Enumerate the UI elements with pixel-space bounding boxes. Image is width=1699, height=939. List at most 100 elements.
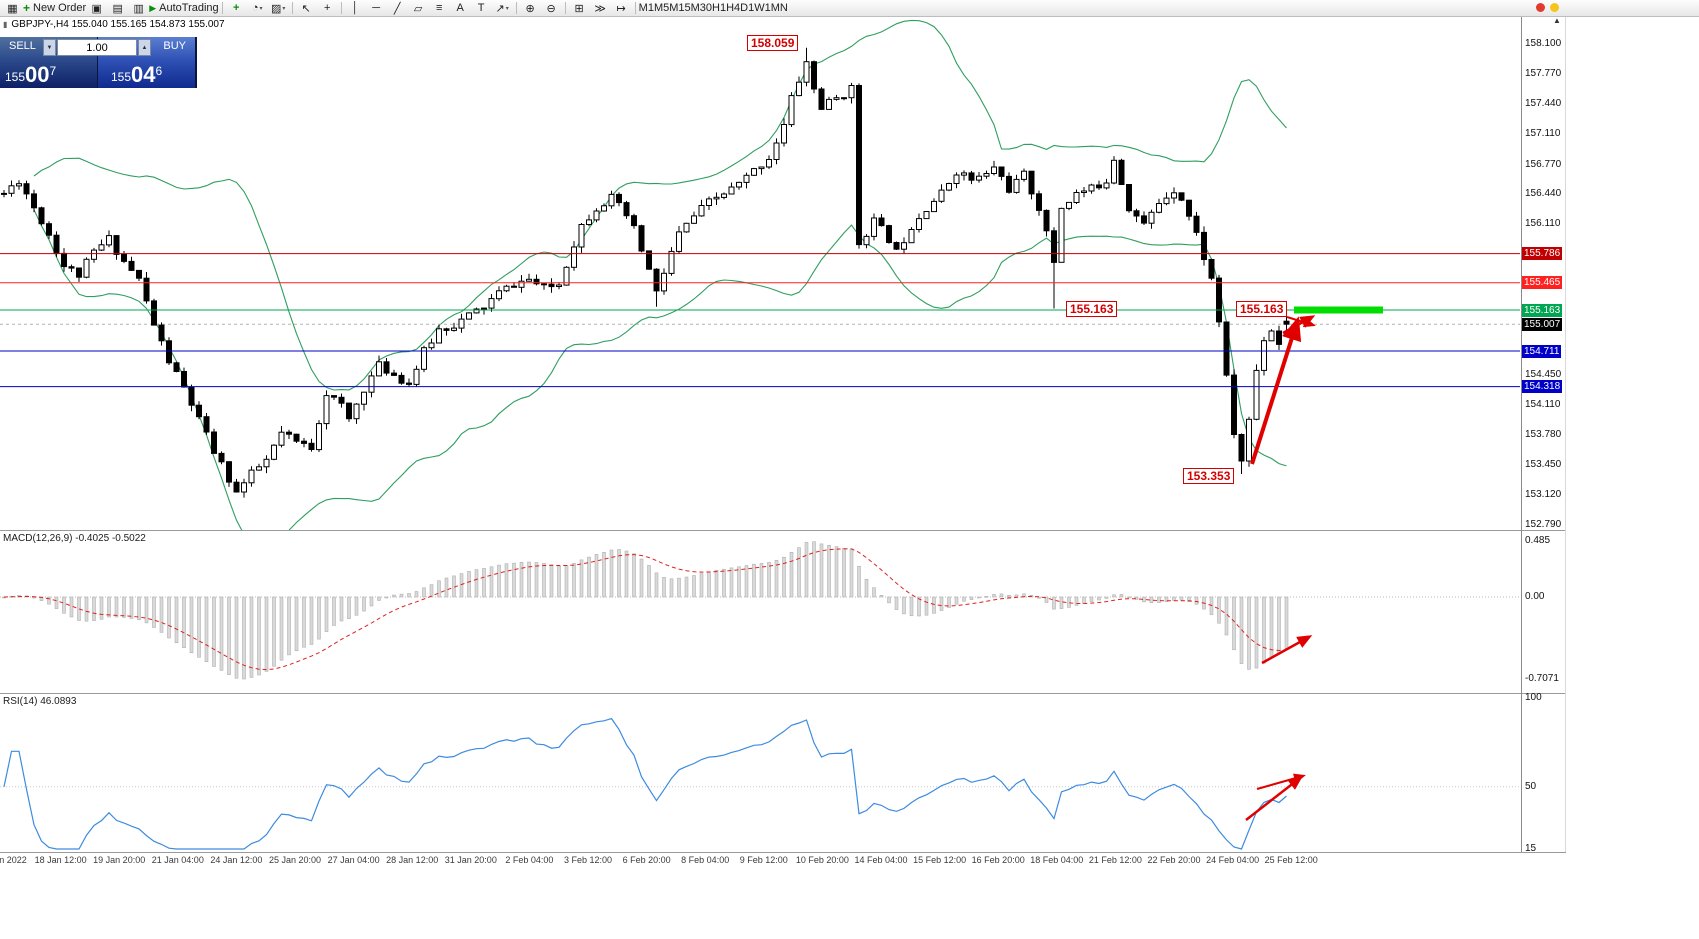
- price-axis-label: 154.110: [1525, 399, 1561, 411]
- buy-price: 155 04 6: [111, 64, 162, 86]
- price-axis-label: 154.450: [1525, 368, 1562, 380]
- text-icon[interactable]: A: [450, 1, 471, 16]
- bollinger-bands: [33, 19, 1287, 530]
- timeframe-m15[interactable]: M15: [669, 2, 691, 14]
- scroll-up-marker[interactable]: ▲: [1553, 16, 1561, 25]
- zoom-out-icon[interactable]: ⊖: [541, 1, 562, 16]
- chart-canvas[interactable]: [0, 0, 1566, 868]
- charts-grid-icon[interactable]: ▣: [86, 1, 107, 16]
- window-edge: [1565, 16, 1566, 852]
- rsi-axis-label: 15: [1525, 843, 1537, 854]
- crosshair-icon[interactable]: +: [317, 1, 338, 16]
- macd-label: MACD(12,26,9) -0.4025 -0.5022: [3, 533, 146, 544]
- timeframe-h1[interactable]: H1: [712, 2, 727, 14]
- new-order-button[interactable]: + New Order: [23, 1, 86, 16]
- fibonacci-icon[interactable]: ≡: [429, 1, 450, 16]
- timeframe-d1[interactable]: D1: [740, 2, 755, 14]
- price-axis-label: 156.440: [1525, 188, 1562, 200]
- chart-timeaxis-separator: [0, 852, 1566, 853]
- tile-windows-icon-glyph: ⊞: [574, 2, 584, 15]
- sell-price-main: 155: [5, 70, 26, 84]
- zoom-out-icon-glyph: ⊖: [546, 2, 556, 15]
- price-axis-label: 153.120: [1525, 489, 1562, 501]
- chart-shift-icon[interactable]: ↦: [611, 1, 632, 16]
- volume-decrease-button[interactable]: ▼: [43, 39, 56, 56]
- price-callout[interactable]: 155.163: [1236, 301, 1288, 317]
- fibonacci-icon-glyph: ≡: [435, 2, 443, 14]
- indicators-add-icon[interactable]: +: [226, 1, 247, 16]
- timeframe-m30[interactable]: M30: [690, 2, 713, 14]
- status-dot: [1550, 3, 1559, 12]
- indicators-add-icon-glyph: +: [232, 2, 240, 14]
- price-axis-label: 157.110: [1525, 127, 1561, 139]
- zoom-in-icon-glyph: ⊕: [525, 2, 535, 15]
- equidistant-channel-icon[interactable]: ▱: [408, 1, 429, 16]
- terminal-icon-glyph: ▥: [133, 2, 144, 15]
- auto-scroll-icon[interactable]: ≫: [590, 1, 611, 16]
- autotrading-button[interactable]: ▶ AutoTrading: [149, 1, 218, 16]
- cursor-icon[interactable]: ↖: [296, 1, 317, 16]
- price-callout[interactable]: 158.059: [747, 35, 799, 51]
- rsi-label: RSI(14) 46.0893: [3, 696, 77, 707]
- current-price-badge: 155.007: [1522, 317, 1563, 331]
- price-axis-border: [1521, 16, 1522, 852]
- one-click-trading-panel: SELL 155 00 7 BUY 155 04 6 ▼ ▲: [0, 37, 197, 88]
- timeframe-mn[interactable]: MN: [770, 2, 788, 14]
- charts-grid-icon-glyph: ▣: [91, 2, 102, 15]
- profiles-icon[interactable]: ▤: [107, 1, 128, 16]
- timeframe-h4[interactable]: H4: [726, 2, 741, 14]
- periods-icon-dropdown: ▾: [259, 5, 263, 12]
- price-axis-label: 158.100: [1525, 38, 1562, 49]
- price-axis-label: 153.450: [1525, 459, 1562, 471]
- candles-layer: [1, 47, 1290, 498]
- cursor-icon-glyph: ↖: [301, 2, 311, 15]
- main-macd-separator[interactable]: [0, 530, 1566, 531]
- price-callout[interactable]: 153.353: [1183, 468, 1235, 484]
- macd-rsi-separator[interactable]: [0, 693, 1566, 694]
- price-axis-label: 153.780: [1525, 429, 1562, 441]
- volume-input[interactable]: [57, 39, 137, 56]
- toolbar-separator: [634, 2, 636, 14]
- crosshair-icon-glyph: +: [323, 2, 331, 14]
- timeframe-m1[interactable]: M1: [638, 2, 654, 14]
- chart-window-icon[interactable]: ▦: [2, 1, 23, 16]
- tile-windows-icon[interactable]: ⊞: [569, 1, 590, 16]
- sell-label: SELL: [9, 40, 36, 52]
- trendline-icon[interactable]: ╱: [387, 1, 408, 16]
- text-label-icon-glyph: T: [477, 2, 485, 14]
- buy-price-sup: 6: [155, 64, 163, 78]
- arrows-tool-icon-glyph: ↗: [495, 2, 505, 15]
- macd-axis-label: -0.7071: [1525, 672, 1559, 684]
- terminal-icon[interactable]: ▥: [128, 1, 149, 16]
- toolbar-separator: [221, 2, 223, 14]
- horizontal-lines[interactable]: [0, 253, 1520, 388]
- timeframe-w1[interactable]: W1: [754, 2, 771, 14]
- text-label-icon[interactable]: T: [471, 1, 492, 16]
- support-zone-highlight[interactable]: [1294, 306, 1383, 314]
- templates-icon-glyph: ▨: [270, 2, 282, 15]
- price-badge: 155.163: [1522, 303, 1563, 317]
- buy-label: BUY: [163, 40, 186, 52]
- price-axis: 158.100 157.770 157.440 157.110 156.770 156.4…: [1521, 0, 1566, 868]
- timeframe-m5[interactable]: M5: [653, 2, 670, 14]
- arrows-tool-icon[interactable]: ↗ ▾: [492, 1, 513, 16]
- price-axis-label: 156.110: [1525, 218, 1561, 230]
- zoom-in-icon[interactable]: ⊕: [520, 1, 541, 16]
- price-callout[interactable]: 155.163: [1066, 301, 1118, 317]
- horizontal-line-icon-glyph: ─: [372, 2, 381, 14]
- ohlc-info: ▮ GBPJPY-,H4 155.040 155.165 154.873 155…: [3, 19, 225, 30]
- new-order-label: New Order: [33, 2, 87, 14]
- macd-axis-label: 0.485: [1525, 535, 1551, 546]
- volume-increase-button[interactable]: ▲: [138, 39, 151, 56]
- macd-axis-label: 0.00: [1525, 591, 1545, 602]
- templates-icon[interactable]: ▨ ▾: [268, 1, 289, 16]
- horizontal-line-icon[interactable]: ─: [366, 1, 387, 16]
- price-axis-label: 152.790: [1525, 519, 1562, 530]
- periods-icon[interactable]: ◔ ▾: [247, 1, 268, 16]
- price-badge: 154.711: [1522, 344, 1562, 358]
- auto-scroll-icon-glyph: ≫: [594, 2, 606, 15]
- vertical-line-icon[interactable]: │: [345, 1, 366, 16]
- ohlc-text: GBPJPY-,H4 155.040 155.165 154.873 155.0…: [11, 19, 225, 30]
- annotation-arrows[interactable]: [1245, 315, 1316, 821]
